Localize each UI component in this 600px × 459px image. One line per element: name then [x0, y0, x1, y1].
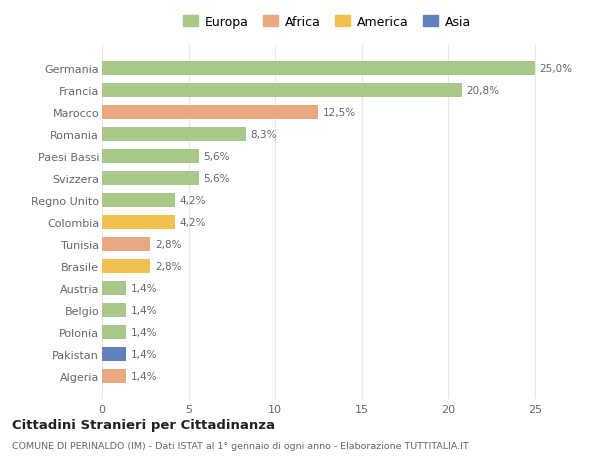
Text: Cittadini Stranieri per Cittadinanza: Cittadini Stranieri per Cittadinanza: [12, 418, 275, 431]
Text: 4,2%: 4,2%: [179, 218, 206, 228]
Bar: [102, 215, 175, 230]
Bar: [102, 303, 126, 318]
Legend: Europa, Africa, America, Asia: Europa, Africa, America, Asia: [179, 12, 475, 33]
Text: 2,8%: 2,8%: [155, 240, 181, 250]
Text: 12,5%: 12,5%: [323, 108, 356, 118]
Bar: [102, 62, 535, 76]
Bar: [102, 128, 245, 142]
Bar: [102, 281, 126, 296]
Text: 1,4%: 1,4%: [131, 305, 157, 315]
Text: 5,6%: 5,6%: [203, 152, 230, 162]
Bar: [102, 237, 151, 252]
Bar: [102, 172, 199, 186]
Bar: [102, 194, 175, 208]
Text: 4,2%: 4,2%: [179, 196, 206, 206]
Text: 2,8%: 2,8%: [155, 262, 181, 271]
Text: 8,3%: 8,3%: [250, 130, 277, 140]
Bar: [102, 325, 126, 339]
Text: COMUNE DI PERINALDO (IM) - Dati ISTAT al 1° gennaio di ogni anno - Elaborazione : COMUNE DI PERINALDO (IM) - Dati ISTAT al…: [12, 441, 469, 450]
Text: 1,4%: 1,4%: [131, 327, 157, 337]
Text: 5,6%: 5,6%: [203, 174, 230, 184]
Text: 25,0%: 25,0%: [539, 64, 572, 74]
Text: 1,4%: 1,4%: [131, 349, 157, 359]
Bar: [102, 369, 126, 383]
Bar: [102, 259, 151, 274]
Bar: [102, 347, 126, 361]
Text: 1,4%: 1,4%: [131, 371, 157, 381]
Bar: [102, 84, 462, 98]
Text: 1,4%: 1,4%: [131, 283, 157, 293]
Text: 20,8%: 20,8%: [466, 86, 499, 96]
Bar: [102, 150, 199, 164]
Bar: [102, 106, 319, 120]
